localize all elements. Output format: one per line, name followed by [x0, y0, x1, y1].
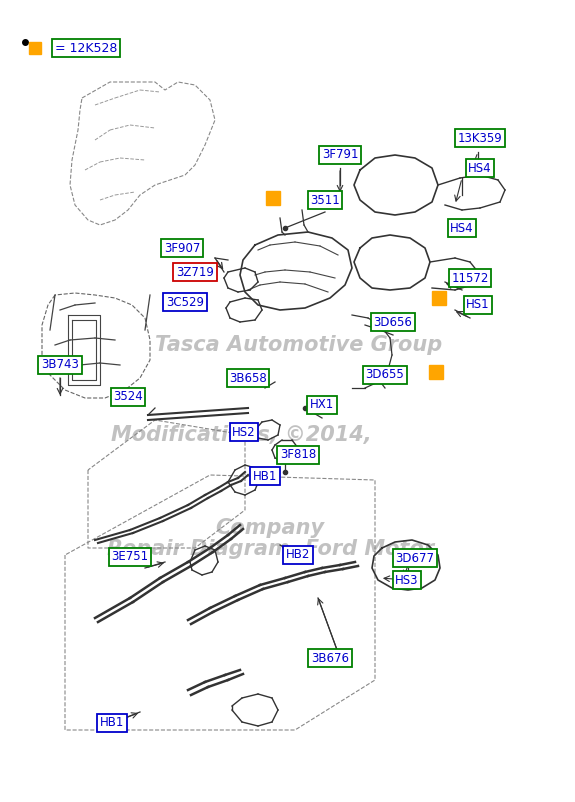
Text: 3524: 3524	[113, 391, 143, 403]
Text: Modifications, ©2014,: Modifications, ©2014,	[111, 426, 372, 445]
Text: 3E751: 3E751	[112, 550, 148, 564]
Text: 3511: 3511	[310, 193, 340, 206]
Text: HB1: HB1	[100, 716, 124, 730]
Text: Tasca Automotive Group: Tasca Automotive Group	[155, 335, 443, 354]
Bar	[266, 191, 280, 205]
Text: 3D656: 3D656	[374, 315, 412, 329]
Text: 3B676: 3B676	[311, 651, 349, 665]
Text: HS1: HS1	[466, 298, 490, 311]
Text: HX1: HX1	[310, 399, 334, 411]
Text: 3C529: 3C529	[166, 295, 204, 309]
Text: HS4: HS4	[450, 221, 474, 234]
Bar	[432, 291, 446, 305]
Text: HS4: HS4	[468, 161, 492, 175]
Text: HS2: HS2	[232, 426, 256, 439]
Text: 3F818: 3F818	[280, 448, 316, 461]
Text: HS3: HS3	[395, 573, 419, 586]
Text: 3Z719: 3Z719	[176, 265, 214, 278]
Bar	[29, 42, 41, 54]
Text: 3F791: 3F791	[322, 148, 358, 161]
Text: Company: Company	[216, 518, 325, 537]
Text: HB1: HB1	[253, 469, 277, 483]
Text: 3D677: 3D677	[396, 552, 435, 565]
Text: 3B743: 3B743	[41, 358, 79, 371]
Text: 3D655: 3D655	[366, 368, 404, 382]
Text: 11572: 11572	[451, 272, 489, 285]
Text: Repair Diagram, Ford Motor: Repair Diagram, Ford Motor	[107, 540, 434, 559]
Text: 13K359: 13K359	[458, 132, 503, 144]
Bar	[429, 365, 443, 379]
Text: = 12K528: = 12K528	[55, 42, 117, 55]
Text: 3F907: 3F907	[164, 241, 200, 254]
Text: 3B658: 3B658	[229, 371, 267, 384]
Text: HB2: HB2	[286, 549, 310, 561]
